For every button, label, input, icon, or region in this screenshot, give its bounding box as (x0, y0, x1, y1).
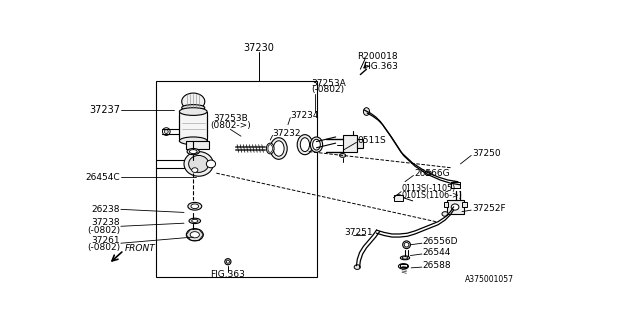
Ellipse shape (395, 195, 403, 201)
Ellipse shape (312, 139, 320, 150)
Text: FIG.363: FIG.363 (363, 62, 397, 71)
Ellipse shape (190, 232, 200, 238)
Ellipse shape (188, 203, 202, 210)
Text: FRONT: FRONT (125, 244, 156, 253)
Ellipse shape (451, 182, 460, 188)
Text: A375001057: A375001057 (465, 275, 514, 284)
Ellipse shape (179, 137, 207, 145)
Text: 37251: 37251 (344, 228, 372, 237)
Bar (399, 264, 407, 267)
Bar (462, 203, 467, 207)
Ellipse shape (403, 241, 410, 249)
Text: 37230: 37230 (243, 44, 274, 53)
Ellipse shape (182, 105, 205, 111)
Bar (447, 200, 463, 214)
Ellipse shape (164, 130, 168, 133)
Ellipse shape (401, 256, 410, 260)
Ellipse shape (192, 219, 198, 222)
Ellipse shape (227, 260, 230, 263)
Text: FIG.363: FIG.363 (211, 270, 245, 279)
Text: 37250: 37250 (472, 149, 500, 158)
Ellipse shape (310, 137, 323, 152)
Ellipse shape (163, 128, 170, 135)
Text: 26238: 26238 (92, 205, 120, 214)
Ellipse shape (191, 204, 198, 209)
Ellipse shape (206, 160, 216, 168)
Text: 37253B: 37253B (213, 114, 248, 123)
Text: 37261: 37261 (92, 236, 120, 245)
Text: 26566G: 26566G (414, 169, 450, 179)
Text: (-0802): (-0802) (87, 226, 120, 235)
Text: (0802->): (0802->) (210, 121, 251, 130)
Ellipse shape (182, 93, 205, 110)
Bar (156, 81, 317, 277)
Text: 26588: 26588 (422, 261, 451, 270)
Bar (394, 195, 403, 201)
Ellipse shape (300, 138, 310, 152)
Text: (-0802): (-0802) (87, 243, 120, 252)
Ellipse shape (270, 138, 287, 159)
Ellipse shape (189, 218, 200, 224)
Ellipse shape (451, 204, 459, 210)
Ellipse shape (399, 264, 408, 269)
Ellipse shape (442, 212, 448, 216)
Ellipse shape (273, 141, 284, 156)
Ellipse shape (403, 257, 408, 259)
Text: 26544: 26544 (422, 248, 451, 257)
Ellipse shape (187, 148, 200, 155)
Text: (-0802): (-0802) (311, 85, 344, 94)
Text: 0101S(1106->): 0101S(1106->) (402, 191, 463, 200)
Bar (444, 203, 448, 207)
Ellipse shape (268, 145, 273, 152)
Text: 37232: 37232 (273, 129, 301, 138)
Text: 37238: 37238 (92, 218, 120, 227)
Ellipse shape (183, 108, 204, 113)
Text: 37234: 37234 (291, 111, 319, 120)
Text: 0511S: 0511S (357, 136, 386, 145)
Bar (357, 139, 364, 148)
Ellipse shape (225, 259, 231, 265)
Ellipse shape (425, 171, 431, 175)
Text: 26454C: 26454C (86, 172, 120, 181)
Ellipse shape (186, 228, 204, 241)
Ellipse shape (189, 156, 209, 172)
Ellipse shape (297, 135, 312, 155)
Ellipse shape (340, 154, 346, 157)
Ellipse shape (354, 265, 360, 269)
Bar (186, 141, 209, 148)
Text: R200018: R200018 (357, 52, 398, 60)
Ellipse shape (179, 108, 207, 116)
Bar (344, 135, 357, 152)
Text: 26556D: 26556D (422, 237, 458, 246)
Ellipse shape (266, 143, 274, 154)
Ellipse shape (184, 152, 213, 176)
Text: 37253A: 37253A (311, 78, 346, 88)
Bar (179, 112, 207, 141)
Ellipse shape (364, 108, 369, 116)
Text: 37237: 37237 (89, 105, 120, 115)
Ellipse shape (404, 243, 409, 247)
Bar (451, 182, 460, 188)
Ellipse shape (192, 168, 198, 172)
Text: 37252F: 37252F (472, 204, 506, 213)
Ellipse shape (189, 150, 197, 154)
Text: 0113S(-1105): 0113S(-1105) (402, 184, 456, 193)
